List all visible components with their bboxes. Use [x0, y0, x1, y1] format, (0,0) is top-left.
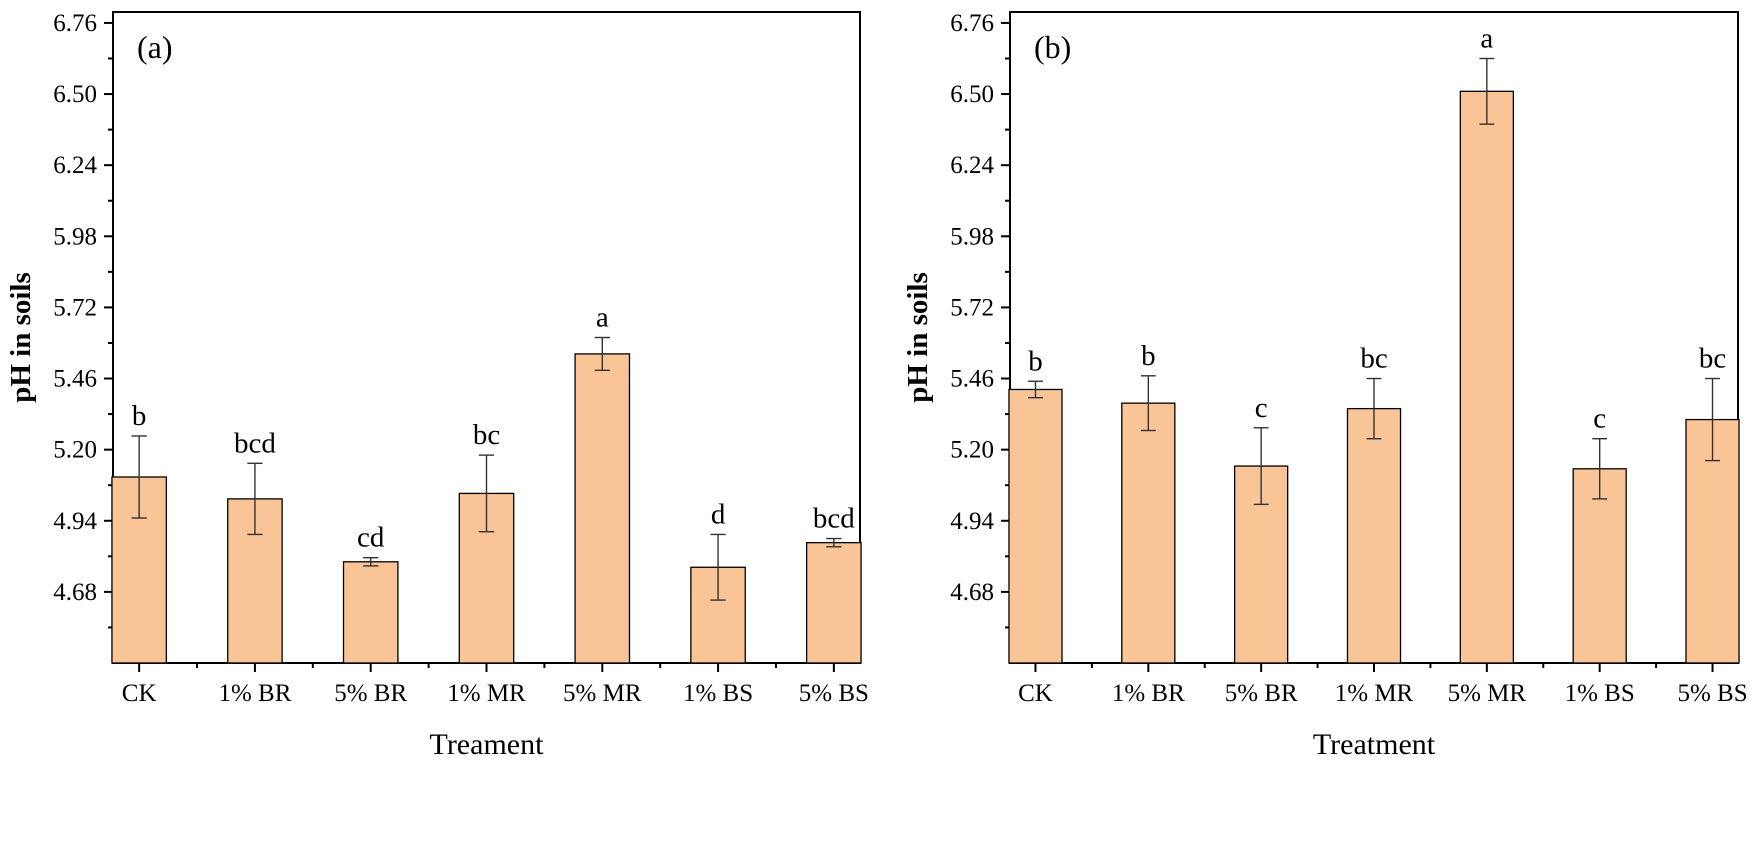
significance-label: b [132, 400, 147, 432]
x-tick-label: CK [122, 680, 157, 707]
bar-1-mr [1346, 407, 1402, 664]
panel-label: (b) [1034, 29, 1071, 65]
significance-label: bc [1360, 343, 1387, 375]
y-tick-label: 4.68 [53, 579, 97, 606]
y-tick-label: 5.72 [950, 294, 994, 321]
bar-5-br [342, 561, 399, 664]
y-tick-label: 4.68 [950, 579, 994, 606]
chart-panel-a: 4.68 4.94 5.20 5.46 5.72 5.98 6.24 6.50 6.76 CK b 1… [5, 10, 869, 761]
y-tick-label: 5.20 [53, 437, 97, 464]
x-tick-label: 1% BS [683, 680, 753, 707]
bar-ck [1008, 388, 1063, 664]
x-tick-label: 5% BR [334, 680, 407, 707]
x-tick-label: 5% BS [799, 680, 869, 707]
y-axis-label: pH in soils [902, 272, 934, 403]
y-axis-label: pH in soils [5, 272, 37, 403]
panel-label: (a) [137, 29, 173, 65]
x-tick-label: 5% BS [1677, 680, 1747, 707]
x-tick-label: 1% BS [1565, 680, 1635, 707]
bar-1-br [1121, 402, 1176, 664]
y-tick-label: 4.94 [53, 508, 97, 535]
x-tick-label: 1% MR [447, 680, 526, 707]
bar-1-bs [1572, 468, 1627, 664]
y-tick-label: 5.72 [53, 294, 97, 321]
y-tick-label: 5.98 [53, 223, 97, 250]
significance-label: cd [357, 522, 385, 554]
y-tick-label: 6.50 [950, 81, 994, 108]
y-tick-label: 6.24 [53, 152, 97, 179]
significance-label: d [711, 498, 726, 530]
significance-label: b [1028, 345, 1043, 377]
x-tick-label: 1% MR [1335, 680, 1414, 707]
y-tick-label: 6.24 [950, 152, 994, 179]
x-tick-label: 5% MR [1448, 680, 1527, 707]
y-tick-label: 5.98 [950, 223, 994, 250]
significance-label: a [596, 302, 609, 334]
chart-panel-b: 4.68 4.94 5.20 5.46 5.72 5.98 6.24 6.50 6.76 CK b 1… [902, 10, 1748, 761]
x-tick-label: CK [1018, 680, 1053, 707]
y-tick-label: 5.46 [950, 366, 994, 393]
x-tick-label: 1% BR [218, 680, 291, 707]
x-tick-label: 1% BR [1112, 680, 1185, 707]
y-tick-label: 4.94 [950, 508, 994, 535]
significance-label: c [1593, 403, 1606, 435]
significance-label: bc [473, 419, 500, 451]
x-tick-label: 5% MR [563, 680, 642, 707]
y-tick-label: 5.46 [53, 366, 97, 393]
significance-label: c [1255, 392, 1268, 424]
y-tick-label: 5.20 [950, 437, 994, 464]
significance-label: b [1141, 340, 1156, 372]
y-tick-label: 6.76 [950, 10, 994, 37]
bar-5-mr [1459, 90, 1515, 664]
y-tick-label: 6.50 [53, 81, 97, 108]
y-tick-label: 6.76 [53, 10, 97, 37]
significance-label: a [1480, 23, 1493, 55]
x-tick-label: 5% BR [1225, 680, 1298, 707]
significance-label: bcd [234, 427, 276, 459]
significance-label: bcd [813, 503, 855, 535]
bar-5-mr [574, 353, 631, 664]
significance-label: bc [1699, 343, 1726, 375]
bar-5-bs [805, 541, 862, 664]
x-axis-label: Treatment [1313, 728, 1436, 761]
x-axis-label: Treament [430, 728, 545, 761]
